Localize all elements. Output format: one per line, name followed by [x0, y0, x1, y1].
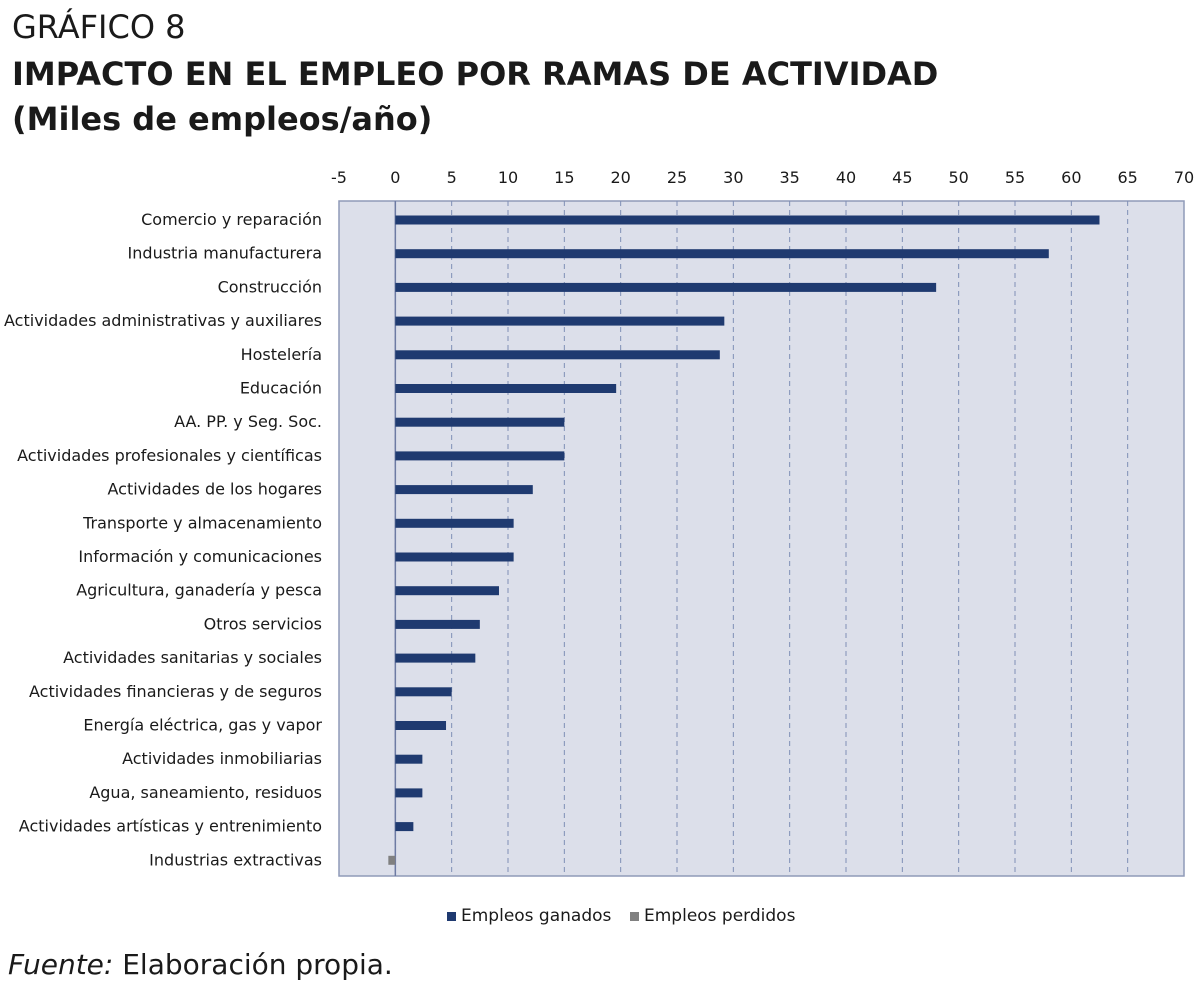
category-label: Industria manufacturera [128, 244, 322, 263]
bar-empleos-ganados [395, 687, 452, 697]
category-label: Agricultura, ganadería y pesca [76, 581, 322, 600]
source-note: Fuente: Elaboración propia. [8, 948, 393, 981]
category-label: Transporte y almacenamiento [82, 513, 322, 532]
bar-empleos-ganados [395, 417, 565, 427]
category-label: Información y comunicaciones [78, 547, 322, 566]
category-label: Actividades financieras y de seguros [29, 682, 322, 701]
bar-empleos-perdidos [388, 855, 396, 865]
x-tick-label: 50 [948, 168, 968, 187]
bar-empleos-ganados [395, 282, 937, 292]
bar-empleos-ganados [395, 721, 447, 730]
bar-empleos-ganados [395, 586, 499, 596]
category-label: Actividades profesionales y científicas [17, 446, 322, 465]
category-label: Actividades de los hogares [107, 480, 322, 499]
bar-empleos-ganados [395, 451, 565, 461]
category-label: Actividades administrativas y auxiliares [4, 311, 322, 330]
x-tick-label: 30 [723, 168, 743, 187]
source-text: Elaboración propia. [122, 948, 393, 981]
bar-empleos-ganados [395, 788, 423, 798]
legend-swatch-lost [630, 911, 639, 921]
legend-lost: Empleos perdidos [630, 906, 795, 926]
legend-label-gained: Empleos ganados [461, 906, 612, 926]
x-tick-label: 25 [667, 168, 687, 187]
x-tick-label: -5 [331, 168, 347, 187]
category-label: Agua, saneamiento, residuos [89, 783, 322, 802]
chart-title: IMPACTO EN EL EMPLEO POR RAMAS DE ACTIVI… [12, 55, 939, 93]
bar-empleos-ganados [395, 552, 514, 562]
bar-empleos-ganados [395, 619, 480, 629]
bar-empleos-ganados [395, 754, 423, 764]
category-label: Otros servicios [204, 614, 322, 633]
x-tick-label: 35 [779, 168, 799, 187]
bar-empleos-ganados [395, 350, 720, 360]
bar-empleos-ganados [395, 653, 476, 663]
x-tick-label: 40 [836, 168, 856, 187]
bar-empleos-ganados [395, 249, 1049, 259]
chart-subtitle: (Miles de empleos/año) [12, 100, 433, 138]
x-tick-label: 70 [1174, 168, 1194, 187]
category-label: Actividades artísticas y entrenimiento [19, 817, 322, 836]
bar-empleos-ganados [395, 215, 1100, 225]
legend-gained: Empleos ganados [447, 906, 611, 926]
category-label: Hostelería [241, 345, 322, 364]
x-tick-label: 60 [1061, 168, 1081, 187]
x-tick-label: 15 [554, 168, 574, 187]
x-tick-label: 65 [1117, 168, 1137, 187]
category-label: Comercio y reparación [141, 210, 322, 229]
category-label: AA. PP. y Seg. Soc. [174, 412, 322, 431]
x-tick-label: 45 [892, 168, 912, 187]
x-tick-label: 10 [498, 168, 518, 187]
category-label: Actividades sanitarias y sociales [63, 648, 322, 667]
category-label: Actividades inmobiliarias [122, 749, 322, 768]
x-tick-label: 55 [1005, 168, 1025, 187]
plot-area [338, 200, 1185, 877]
category-label: Construcción [218, 277, 322, 296]
category-label: Energía eléctrica, gas y vapor [83, 716, 322, 735]
x-tick-label: 20 [610, 168, 630, 187]
x-tick-label: 0 [390, 168, 400, 187]
bar-empleos-ganados [395, 485, 533, 495]
category-label: Educación [240, 379, 322, 398]
source-label: Fuente: [8, 948, 114, 981]
bar-empleos-ganados [395, 518, 514, 528]
figure-label: GRÁFICO 8 [12, 8, 186, 46]
legend-label-lost: Empleos perdidos [644, 906, 796, 926]
category-label: Industrias extractivas [149, 850, 322, 869]
bar-empleos-ganados [395, 316, 725, 326]
bar-empleos-ganados [395, 822, 414, 832]
bar-empleos-ganados [395, 384, 617, 393]
x-tick-label: 5 [447, 168, 457, 187]
legend-swatch-gained [447, 911, 456, 921]
